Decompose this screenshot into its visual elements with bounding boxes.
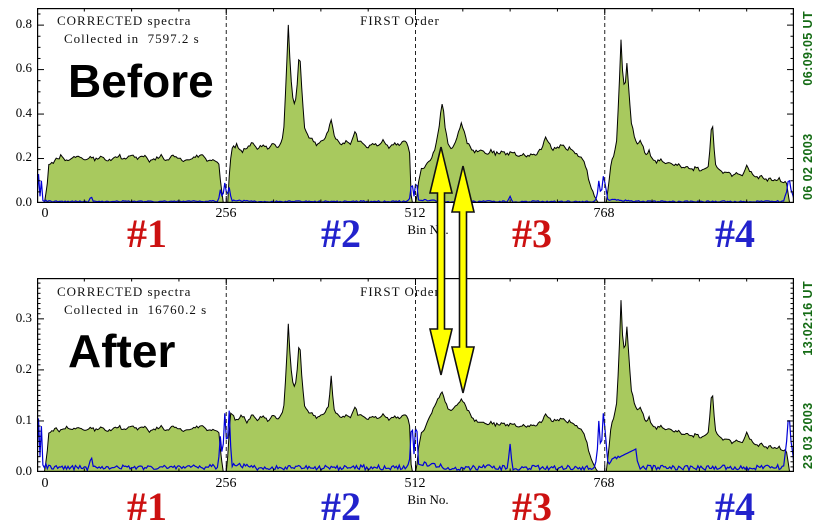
time-utc-after: 13:02:16 UT (801, 281, 815, 356)
date-after: 23 03 2003 (801, 402, 815, 469)
segment-label-4-top: #4 (715, 211, 755, 256)
after-label: After (68, 325, 176, 377)
x-tick-label: 512 (404, 206, 426, 221)
y-tick-label: 0.2 (15, 149, 32, 164)
y-tick-label: 0.3 (15, 310, 32, 325)
x-tick-label: 768 (593, 476, 615, 491)
segment-label-4-bottom: #4 (715, 484, 755, 529)
segment-label-1-bottom: #1 (127, 484, 167, 529)
annotation-collected-time-after: Collected in 16760.2 s (64, 302, 208, 317)
time-utc-before: 06:09:05 UT (801, 11, 815, 86)
annotation-first-order-after: FIRST Order (360, 284, 440, 299)
x-tick-label: 256 (215, 206, 237, 221)
date-before: 06 02 2003 (801, 133, 815, 200)
annotation-collected-time-before: Collected in 7597.2 s (64, 31, 200, 46)
annotation-corrected-spectra-after: CORRECTED spectra (57, 284, 192, 299)
timestamp-after: 23 03 2003 13:02:16 UT (801, 278, 818, 472)
bin-axis-label-before: Bin No. (407, 222, 449, 237)
x-tick-label: 0 (41, 206, 49, 221)
annotation-corrected-spectra-before: CORRECTED spectra (57, 13, 192, 28)
before-label: Before (68, 55, 214, 107)
timestamp-before: 06 02 2003 06:09:05 UT (801, 8, 818, 203)
x-tick-label: 512 (404, 476, 426, 491)
spectrum-plot-after (37, 278, 794, 472)
y-tick-label: 0.0 (15, 463, 32, 478)
y-tick-label: 0.4 (15, 105, 32, 120)
x-tick-label: 0 (41, 476, 49, 491)
y-tick-label: 0.0 (15, 194, 32, 209)
y-tick-label: 0.8 (15, 16, 32, 31)
segment-label-1-top: #1 (127, 211, 167, 256)
spectrum-plot-before (37, 8, 794, 203)
x-tick-label: 256 (215, 476, 237, 491)
segment-label-2-top: #2 (321, 211, 361, 256)
annotation-first-order-before: FIRST Order (360, 13, 440, 28)
y-tick-label: 0.2 (15, 361, 32, 376)
segment-label-2-bottom: #2 (321, 484, 361, 529)
bin-axis-label-after: Bin No. (407, 492, 449, 507)
y-tick-label: 0.6 (15, 60, 32, 75)
y-tick-label: 0.1 (15, 412, 32, 427)
segment-label-3-bottom: #3 (512, 484, 552, 529)
x-tick-label: 768 (593, 206, 615, 221)
segment-label-3-top: #3 (512, 211, 552, 256)
